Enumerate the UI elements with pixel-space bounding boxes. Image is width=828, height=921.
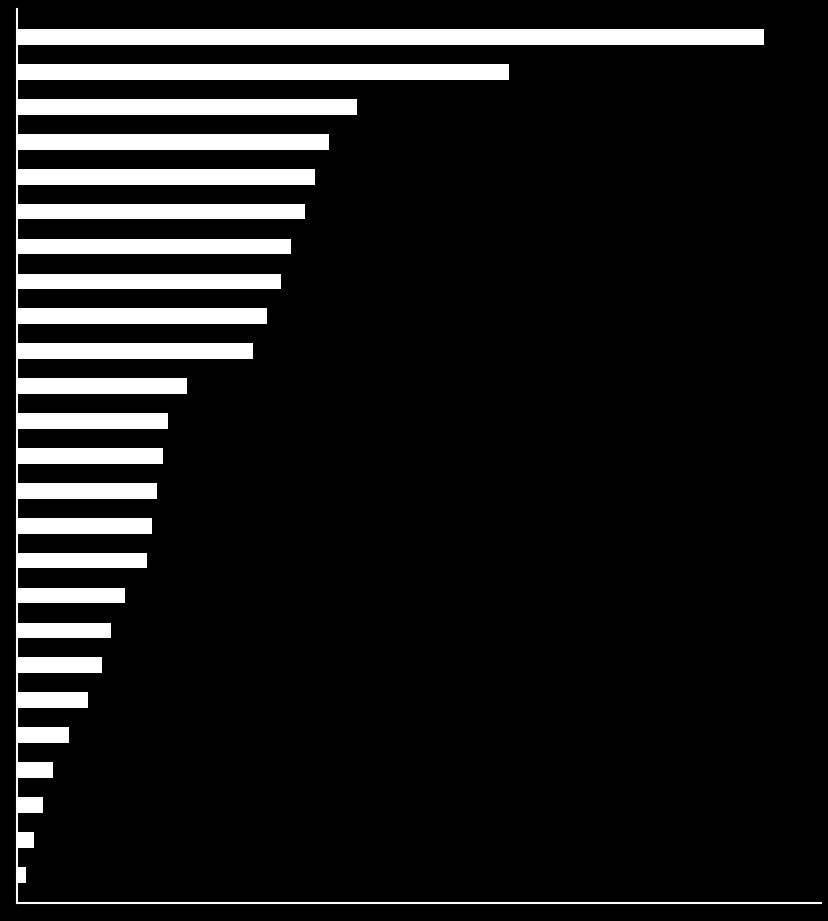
Bar — [17, 483, 156, 498]
Bar — [17, 762, 52, 778]
Bar — [17, 134, 329, 150]
Bar — [17, 867, 26, 882]
Bar — [17, 448, 163, 464]
Bar — [17, 64, 508, 80]
Bar — [17, 99, 357, 115]
Bar — [17, 274, 282, 289]
Bar — [17, 728, 69, 743]
Bar — [17, 832, 34, 847]
Bar — [17, 553, 147, 568]
Bar — [17, 693, 88, 708]
Bar — [17, 379, 186, 394]
Bar — [17, 588, 125, 603]
Bar — [17, 344, 253, 359]
Bar — [17, 309, 267, 324]
Bar — [17, 797, 43, 812]
Bar — [17, 414, 168, 429]
Bar — [17, 29, 763, 45]
Bar — [17, 518, 152, 533]
Bar — [17, 239, 291, 254]
Bar — [17, 169, 314, 184]
Bar — [17, 204, 305, 219]
Bar — [17, 658, 102, 673]
Bar — [17, 623, 111, 638]
